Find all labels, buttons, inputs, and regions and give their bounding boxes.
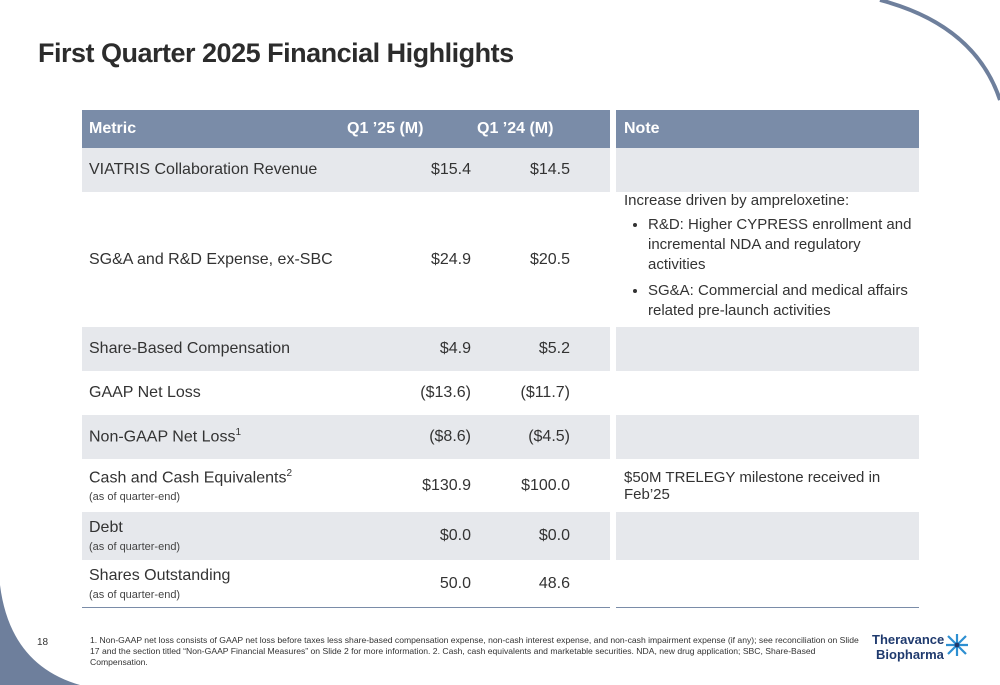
q1-2024-value: $20.5 bbox=[529, 250, 570, 268]
metric-label: Debt bbox=[89, 519, 123, 536]
company-logo: Theravance Biopharma bbox=[872, 632, 972, 664]
note-cell bbox=[616, 371, 919, 415]
metric-subnote: (as of quarter-end) bbox=[89, 588, 181, 601]
metric-cell: Non-GAAP Net Loss1 bbox=[82, 415, 347, 459]
note-cell: $50M TRELEGY milestone received in Feb’2… bbox=[624, 468, 881, 503]
table-row: Debt (as of quarter-end) $0.0 $0.0 bbox=[82, 512, 919, 560]
header-q1-2024: Q1 ’24 (M) bbox=[477, 110, 610, 148]
table-header-row: Metric Q1 ’25 (M) Q1 ’24 (M) Note bbox=[82, 110, 919, 148]
table-row: GAAP Net Loss ($13.6) ($11.7) bbox=[82, 371, 919, 415]
metric-cell: VIATRIS Collaboration Revenue bbox=[82, 148, 347, 192]
q1-2025-value: $15.4 bbox=[347, 148, 477, 192]
metric-cell: Share-Based Compensation bbox=[82, 327, 347, 371]
q1-2024-value: $0.0 bbox=[477, 512, 610, 560]
note-cell bbox=[616, 327, 919, 371]
q1-2025-value: $130.9 bbox=[422, 476, 471, 494]
note-cell: Increase driven by ampreloxetine: R&D: H… bbox=[616, 192, 919, 327]
metric-cell: Debt (as of quarter-end) bbox=[82, 512, 347, 560]
column-gap bbox=[610, 110, 616, 148]
financial-table: Metric Q1 ’25 (M) Q1 ’24 (M) Note VIATRI… bbox=[82, 110, 919, 608]
q1-2024-value: $5.2 bbox=[477, 327, 610, 371]
metric-cell: SG&A and R&D Expense, ex-SBC bbox=[89, 250, 333, 268]
note-bullet: SG&A: Commercial and medical affairs rel… bbox=[648, 281, 919, 321]
q1-2025-value: $24.9 bbox=[430, 250, 471, 268]
logo-line1: Theravance bbox=[872, 632, 945, 647]
footnote-marker: 2 bbox=[286, 467, 293, 479]
table-row: VIATRIS Collaboration Revenue $15.4 $14.… bbox=[82, 148, 919, 192]
note-cell bbox=[616, 560, 919, 608]
table-row: Cash and Cash Equivalents2 (as of quarter… bbox=[82, 459, 919, 512]
note-cell bbox=[616, 415, 919, 459]
page-number: 18 bbox=[37, 637, 49, 648]
q1-2024-value: $100.0 bbox=[521, 476, 570, 494]
metric-subnote: (as of quarter-end) bbox=[89, 491, 181, 504]
note-cell bbox=[616, 512, 919, 560]
metric-cell: Cash and Cash Equivalents2 (as of quarter… bbox=[82, 459, 347, 512]
q1-2025-value: ($8.6) bbox=[347, 415, 477, 459]
table-row: SG&A and R&D Expense, ex-SBC $24.9 $20.5… bbox=[82, 192, 919, 327]
header-metric: Metric bbox=[82, 110, 347, 148]
q1-2024-value: ($11.7) bbox=[520, 384, 570, 401]
metric-subnote: (as of quarter-end) bbox=[89, 541, 181, 553]
footnote-marker: 1 bbox=[235, 427, 241, 439]
footnote: 1. Non-GAAP net loss consists of GAAP ne… bbox=[90, 635, 859, 667]
q1-2025-value: $4.9 bbox=[347, 327, 477, 371]
header-q1-2025: Q1 ’25 (M) bbox=[347, 110, 477, 148]
header-note: Note bbox=[616, 110, 919, 148]
q1-2024-value: ($4.5) bbox=[477, 415, 610, 459]
q1-2025-value: 50.0 bbox=[347, 560, 477, 608]
note-bullet-list: R&D: Higher CYPRESS enrollment and incre… bbox=[624, 215, 919, 321]
note-bullet: R&D: Higher CYPRESS enrollment and incre… bbox=[648, 215, 919, 275]
q1-2025-value: ($13.6) bbox=[420, 384, 471, 401]
metric-cell: GAAP Net Loss bbox=[89, 384, 201, 401]
q1-2024-value: $14.5 bbox=[477, 148, 610, 192]
metric-label: Shares Outstanding bbox=[89, 566, 231, 584]
q1-2025-value: $0.0 bbox=[347, 512, 477, 560]
metric-label: Cash and Cash Equivalents bbox=[89, 469, 287, 487]
q1-2024-value: 48.6 bbox=[477, 560, 610, 608]
metric-cell: Shares Outstanding (as of quarter-end) bbox=[82, 560, 347, 608]
note-cell bbox=[616, 148, 919, 192]
table-row: Share-Based Compensation $4.9 $5.2 bbox=[82, 327, 919, 371]
metric-label: Non-GAAP Net Loss bbox=[89, 428, 236, 446]
note-heading: Increase driven by ampreloxetine: bbox=[624, 192, 850, 209]
table-row: Non-GAAP Net Loss1 ($8.6) ($4.5) bbox=[82, 415, 919, 459]
table-row: Shares Outstanding (as of quarter-end) 50… bbox=[82, 560, 919, 608]
page-title: First Quarter 2025 Financial Highlights bbox=[38, 38, 514, 68]
logo-mark-icon bbox=[946, 634, 968, 656]
logo-line2: Biopharma bbox=[876, 647, 944, 662]
